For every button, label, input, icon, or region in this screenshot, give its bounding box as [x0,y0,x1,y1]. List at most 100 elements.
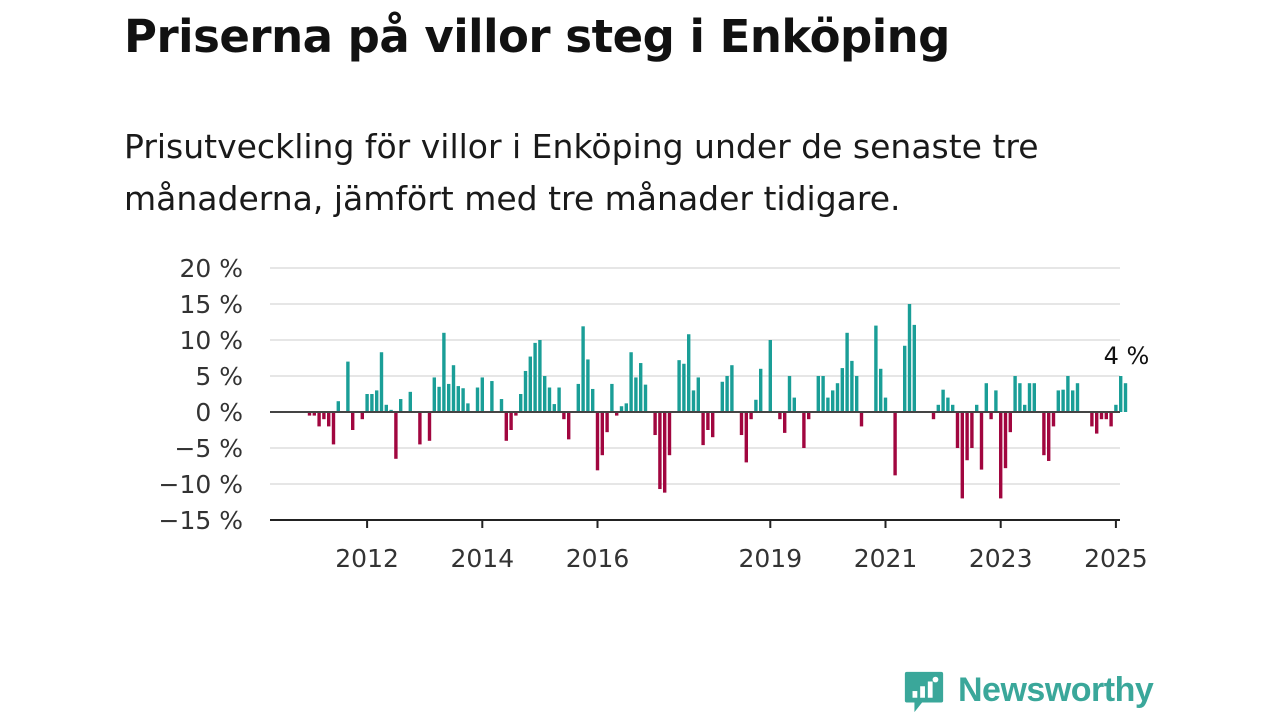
bar-chart: 20 %15 %10 %5 %0 %−5 %−10 %−15 % 2012 201… [159,254,1150,573]
bar [984,383,988,412]
bar [1018,383,1022,412]
bar [1099,412,1104,420]
bar [768,340,772,412]
y-tick-label: 10 % [179,326,243,355]
bar [519,394,523,412]
bar [509,412,513,430]
bar [975,404,979,412]
bar [619,406,624,412]
bar [907,304,912,412]
bar [946,397,950,412]
bar [792,397,796,412]
y-tick-label: −15 % [159,506,243,535]
bar [687,334,691,412]
bar [893,412,897,476]
bar [1109,412,1113,427]
x-tick-label: 2025 [1084,544,1148,573]
chart-subtitle: Prisutveckling för villor i Enköping und… [124,127,1039,218]
bar [936,404,940,412]
grid-lines [270,267,1120,485]
bar [1071,390,1075,412]
bar [749,412,753,420]
bar [1051,412,1056,427]
bar [1104,412,1108,420]
bar [595,412,600,471]
bar [576,383,580,412]
bar [629,352,633,412]
axes [270,411,1120,521]
bar [586,359,590,412]
y-tick-label: 5 % [195,362,243,391]
y-axis-ticks: 20 % 15 % 10 % 5 % 0 % −5 % −10 % −15 % [159,254,243,535]
bar [739,412,744,436]
bar [370,394,374,412]
bar [461,388,465,412]
x-tick-label: 2019 [738,544,802,573]
x-tick-label: 2016 [566,544,630,573]
bar [360,412,364,420]
bar [1023,404,1027,412]
bar [399,399,403,412]
bar [1075,383,1080,412]
bar [639,363,643,412]
bar [600,412,604,456]
bar [394,412,398,459]
bar [610,383,614,412]
bar [807,412,811,420]
bar [696,377,700,412]
bar [533,342,537,412]
bar [1119,376,1123,412]
bar [547,387,552,412]
bar [706,412,710,430]
x-tick-label: 2023 [969,544,1033,573]
bar [543,376,547,412]
bar [955,412,960,448]
bar [389,409,393,412]
bar [883,397,888,412]
bar [725,376,729,412]
bar [490,381,494,412]
bar [322,412,326,420]
bar [970,412,974,448]
x-tick-label: 2021 [854,544,918,573]
last-value-label: 4 % [1104,342,1150,370]
bar [581,326,585,412]
bar [375,390,379,412]
bar [912,324,916,412]
bar [663,412,667,493]
bar [456,386,460,412]
bar [1114,404,1118,412]
bar [528,356,532,412]
bar [730,365,734,412]
chart-title: Priserna på villor steg i Enköping [124,10,950,63]
bar [826,397,830,412]
bar [903,345,907,412]
bar [514,412,518,416]
bar [1013,376,1017,412]
bar [523,370,528,412]
bar [840,368,844,412]
bar [677,360,681,412]
x-axis-ticks: 2012 2014 2016 2019 2021 2023 2025 [335,520,1148,573]
bar [643,384,648,412]
bar [499,399,504,412]
bar [965,412,969,461]
bar [754,399,758,412]
bar [562,412,566,420]
bar [1032,383,1036,412]
bar [567,412,571,440]
bar [658,412,662,490]
y-tick-label: −10 % [159,470,243,499]
bar [682,363,686,412]
bar [379,352,384,412]
bar [437,386,441,412]
bar [418,412,422,445]
bar [466,403,470,412]
x-tick-label: 2014 [450,544,514,573]
bar [480,377,484,412]
newsworthy-logo-text: Newsworthy [958,671,1154,709]
bar [634,377,638,412]
bar [879,368,883,412]
bar [701,412,705,446]
bar [653,412,657,436]
